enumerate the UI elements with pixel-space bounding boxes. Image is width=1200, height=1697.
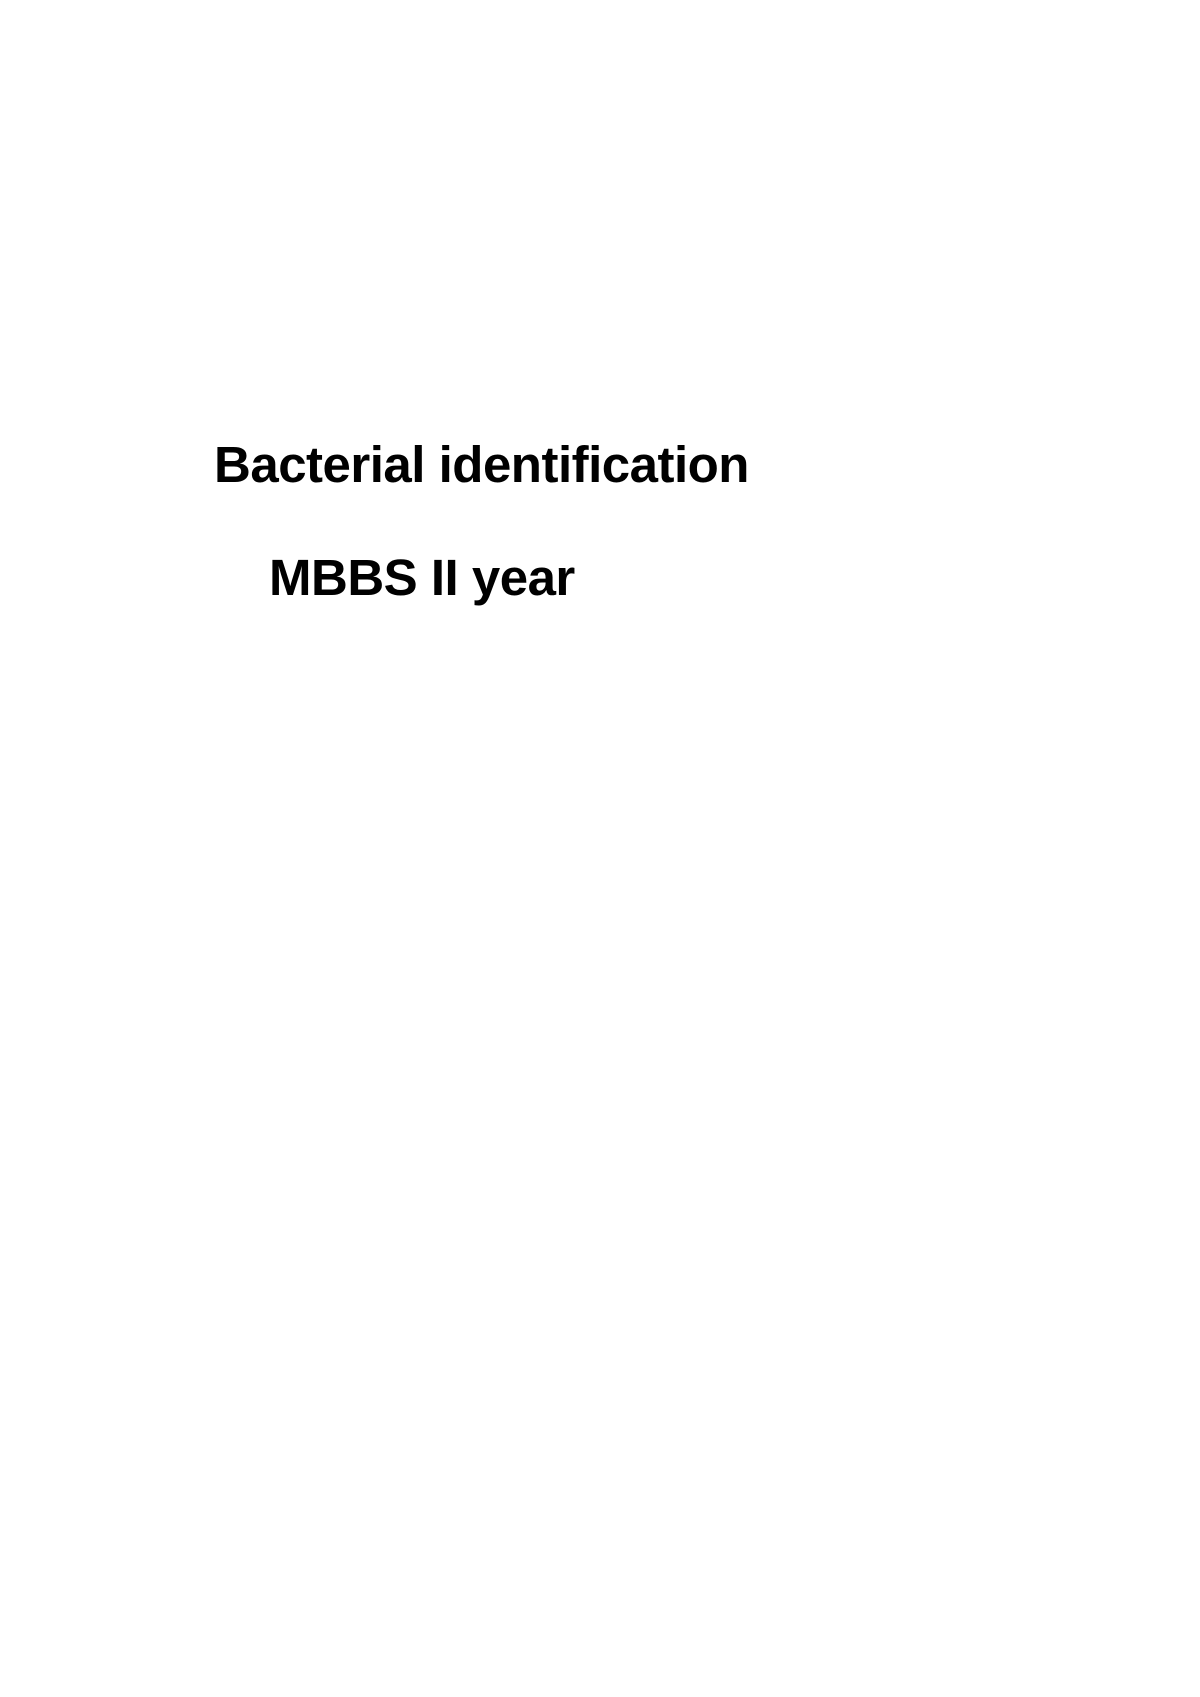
document-title-line-2: MBBS II year [269,548,575,607]
document-title-line-1: Bacterial identification [214,435,749,494]
